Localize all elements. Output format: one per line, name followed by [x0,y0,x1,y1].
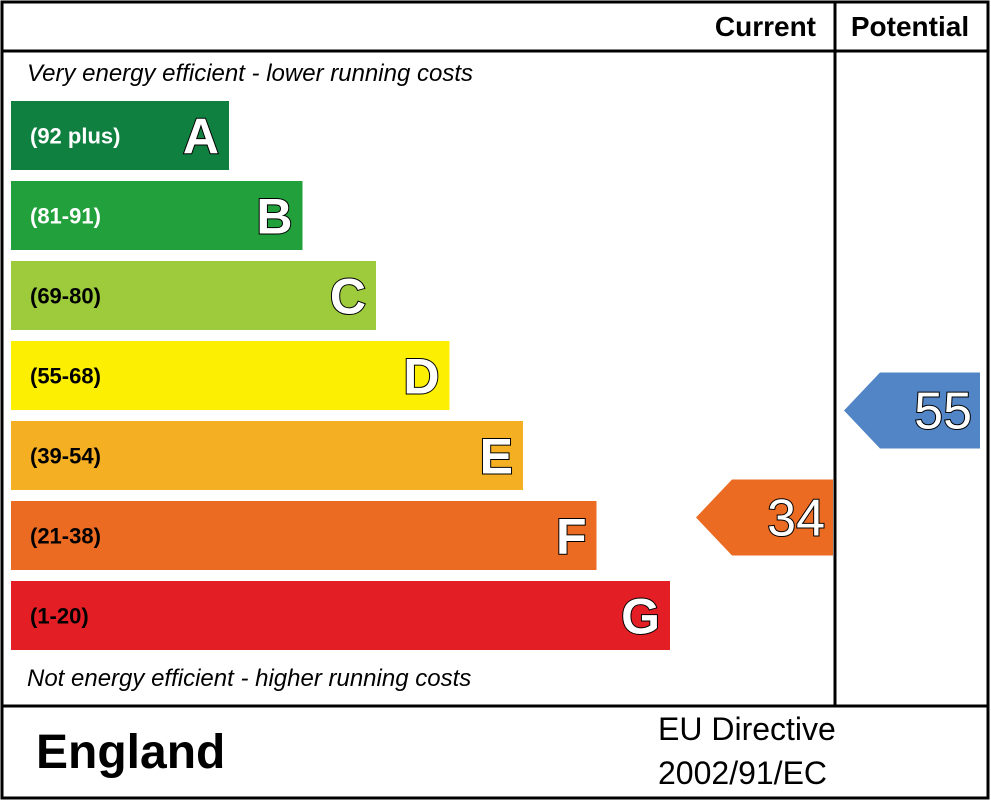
band-range-a: (92 plus) [30,124,120,149]
current-rating-score: 34 [767,490,825,548]
top-caption: Very energy efficient - lower running co… [27,60,473,87]
band-letter-g: G [621,589,660,645]
band-bar-a [11,101,229,170]
band-letter-a: A [183,109,219,165]
potential-rating-group: 55 [844,372,980,449]
band-range-d: (55-68) [30,364,101,389]
band-range-f: (21-38) [30,524,101,549]
directive-line-2: 2002/91/EC [658,755,827,791]
band-letter-b: B [256,189,292,245]
current-rating-group: 34 [696,479,833,556]
band-range-e: (39-54) [30,444,101,469]
band-range-c: (69-80) [30,284,101,309]
band-letter-f: F [556,509,587,565]
rating-bands: (92 plus) A (81-91) B (69-80) C (55-68) D (39-54… [11,101,670,650]
directive-line-1: EU Directive [658,711,836,747]
potential-rating-arrow [844,372,980,449]
band-bar-f [11,501,597,570]
band-letter-e: E [480,429,513,485]
band-range-b: (81-91) [30,204,101,229]
band-bar-g [11,581,670,650]
band-bar-b [11,181,303,250]
potential-column-header: Potential [851,11,969,42]
band-letter-d: D [403,349,439,405]
band-bar-d [11,341,450,410]
band-bar-c [11,261,376,330]
current-rating-arrow [696,479,833,556]
bottom-caption: Not energy efficient - higher running co… [27,665,471,692]
potential-rating-score: 55 [914,383,972,441]
band-range-g: (1-20) [30,604,89,629]
current-column-header: Current [715,11,816,42]
band-letter-c: C [330,269,366,325]
band-bar-e [11,421,523,490]
country-label: England [36,726,225,779]
